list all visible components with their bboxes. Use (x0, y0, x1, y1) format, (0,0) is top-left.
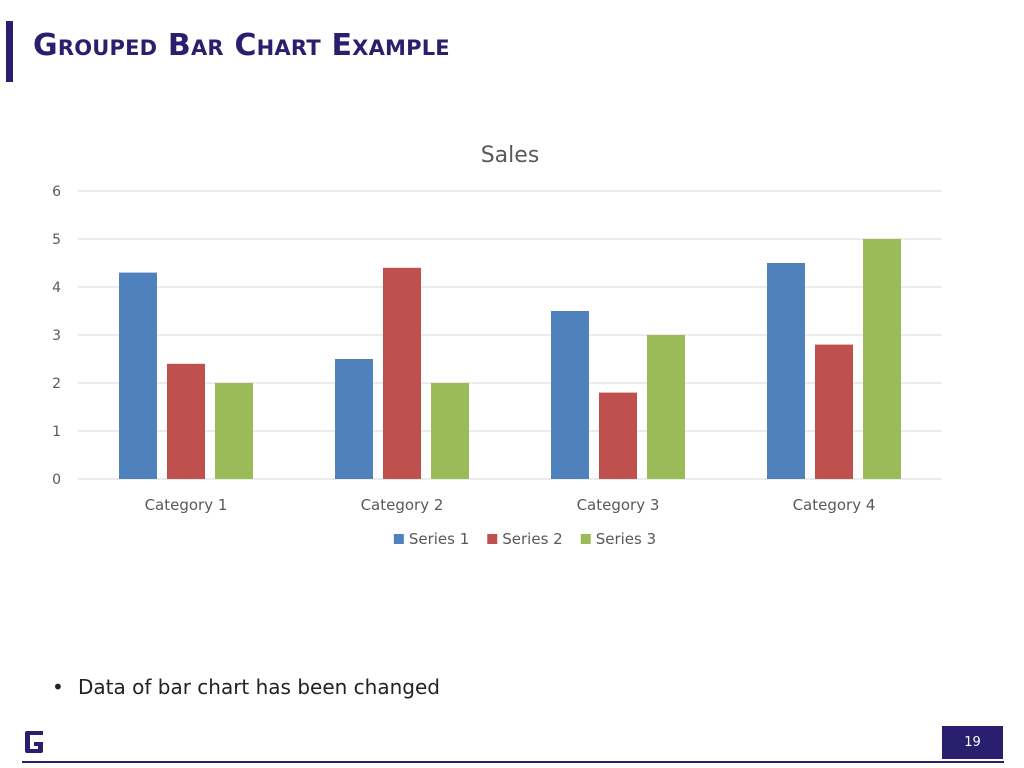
y-tick-label: 5 (52, 232, 61, 248)
y-tick-label: 3 (52, 328, 61, 344)
legend-label: Series 1 (409, 530, 469, 548)
bar (647, 335, 685, 479)
legend-label: Series 2 (502, 530, 562, 548)
bar (815, 344, 853, 479)
y-tick-label: 0 (52, 472, 61, 488)
bar (335, 359, 373, 479)
title-accent-bar (6, 21, 13, 82)
legend-swatch (580, 534, 591, 544)
bullet-item: • Data of bar chart has been changed (52, 674, 440, 700)
bar (167, 363, 205, 479)
bar (551, 311, 589, 479)
bar (863, 239, 901, 479)
legend-swatch (393, 534, 404, 544)
bar (431, 383, 469, 479)
bullet-glyph: • (52, 675, 64, 699)
y-tick-label: 6 (52, 184, 61, 200)
y-tick-label: 4 (52, 280, 61, 296)
bar (215, 383, 253, 479)
bar (599, 392, 637, 479)
legend-label: Series 3 (596, 530, 656, 548)
bar (119, 272, 157, 479)
y-tick-label: 2 (52, 376, 61, 392)
chart-title: Sales (481, 143, 540, 168)
x-tick-label: Category 1 (145, 496, 228, 514)
y-tick-label: 1 (52, 424, 61, 440)
bar (383, 267, 421, 479)
bar (767, 263, 805, 479)
x-tick-label: Category 3 (577, 496, 660, 514)
bullet-text: Data of bar chart has been changed (78, 675, 440, 699)
footer-divider (22, 761, 1004, 763)
x-tick-label: Category 2 (361, 496, 444, 514)
page-number: 19 (942, 726, 1003, 759)
slide-title: Grouped Bar Chart Example (33, 28, 450, 63)
x-tick-label: Category 4 (793, 496, 876, 514)
brand-g-logo-icon (25, 731, 43, 753)
legend-swatch (487, 534, 498, 544)
